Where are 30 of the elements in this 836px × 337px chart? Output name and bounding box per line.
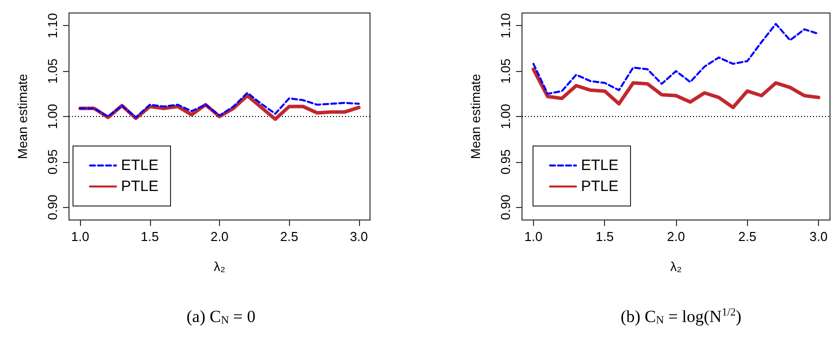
x-tick-label: 1.0 (524, 229, 542, 244)
x-tick-label: 2.5 (738, 229, 756, 244)
legend-label: ETLE (121, 157, 159, 174)
x-tick-label: 1.0 (71, 229, 90, 244)
x-tick-label: 1.5 (596, 229, 614, 244)
y-tick-label: 0.90 (45, 194, 60, 220)
legend-label: PTLE (121, 178, 159, 195)
y-axis-title: Mean estimate (15, 74, 30, 160)
x-tick-label: 2.0 (210, 229, 229, 244)
y-tick-label: 1.05 (45, 58, 60, 84)
y-tick-label: 1.05 (498, 58, 513, 84)
y-tick-label: 1.10 (498, 13, 513, 38)
legend-label: ETLE (581, 157, 619, 174)
x-tick-label: 2.5 (280, 229, 298, 244)
x-axis-title: λ₂ (214, 259, 226, 274)
x-tick-label: 3.0 (350, 229, 368, 244)
legend-label: PTLE (581, 178, 619, 195)
y-tick-label: 0.90 (498, 194, 513, 220)
y-tick-label: 1.00 (45, 104, 60, 130)
line-series (532, 68, 820, 110)
x-axis-title: λ₂ (670, 259, 682, 274)
line-series (532, 22, 820, 95)
x-tick-label: 3.0 (810, 229, 828, 244)
y-tick-label: 1.00 (498, 104, 513, 130)
y-tick-label: 1.10 (45, 13, 60, 38)
y-axis-title: Mean estimate (468, 74, 483, 160)
x-tick-label: 1.5 (140, 229, 159, 244)
y-tick-label: 0.95 (45, 149, 60, 175)
x-tick-label: 2.0 (666, 229, 686, 244)
y-tick-label: 0.95 (498, 149, 513, 175)
